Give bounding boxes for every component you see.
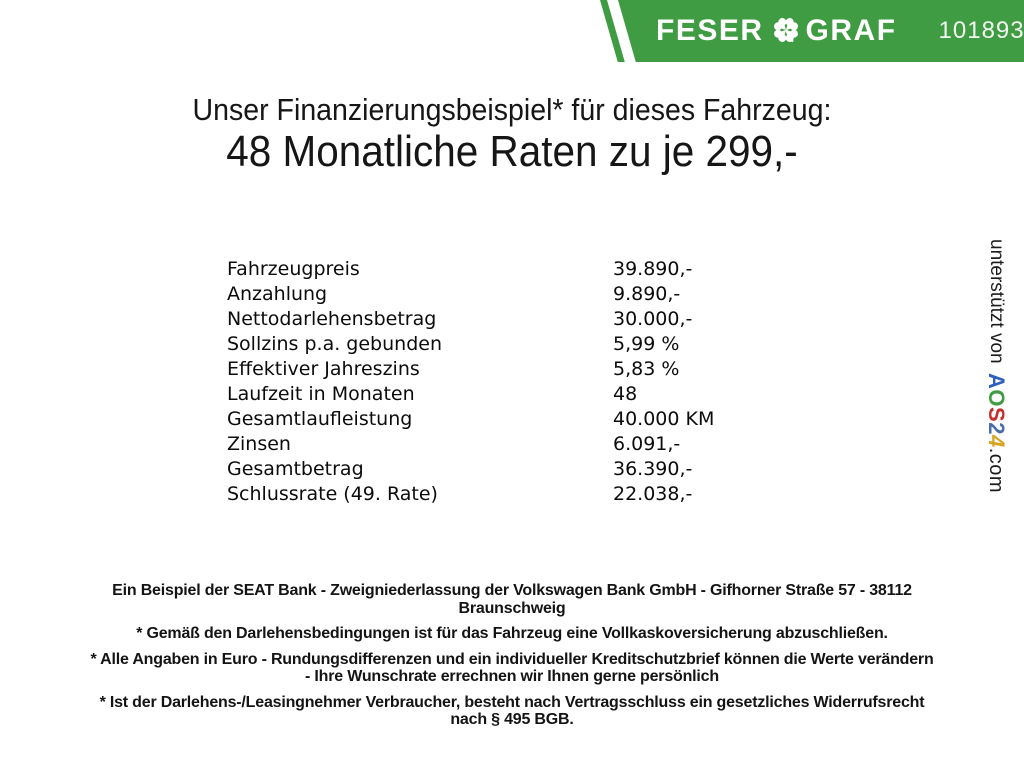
table-row: Sollzins p.a. gebunden 5,99 % <box>227 332 787 357</box>
row-label: Nettodarlehensbetrag <box>227 308 437 330</box>
legal-paragraph-euro-note: * Alle Angaben in Euro - Rundungsdiffere… <box>0 651 1024 686</box>
row-value: 9.890,- <box>613 283 681 305</box>
row-label: Laufzeit in Monaten <box>227 383 415 405</box>
financing-table: Fahrzeugpreis 39.890,- Anzahlung 9.890,-… <box>227 257 787 507</box>
aos24-logo: AOS24.com <box>983 373 1009 493</box>
row-value: 40.000 KM <box>613 408 715 430</box>
vehicle-id-number: 1018934 <box>938 17 1024 44</box>
legal-line: nach § 495 BGB. <box>450 711 574 728</box>
legal-line: * Gemäß den Darlehensbedingungen ist für… <box>136 625 888 642</box>
legal-paragraph-withdrawal: * Ist der Darlehens-/Leasingnehmer Verbr… <box>0 694 1024 729</box>
aos24-letter: A <box>984 372 1009 390</box>
legal-line: Ein Beispiel der SEAT Bank - Zweignieder… <box>112 582 912 599</box>
row-value: 39.890,- <box>613 258 693 280</box>
row-label: Schlussrate (49. Rate) <box>227 483 438 505</box>
four-leaf-clover-icon <box>773 18 798 42</box>
footer-legal-text: Ein Beispiel der SEAT Bank - Zweignieder… <box>0 582 1024 737</box>
table-row: Gesamtbetrag 36.390,- <box>227 457 787 482</box>
table-row: Gesamtlaufleistung 40.000 KM <box>227 407 787 432</box>
row-label: Gesamtbetrag <box>227 458 364 480</box>
table-row: Nettodarlehensbetrag 30.000,- <box>227 307 787 332</box>
row-label: Gesamtlaufleistung <box>227 408 413 430</box>
page-subtitle-rate: 48 Monatliche Raten zu je 299,- <box>226 127 798 176</box>
legal-line: * Alle Angaben in Euro - Rundungsdiffere… <box>90 650 934 668</box>
legal-paragraph-insurance: * Gemäß den Darlehensbedingungen ist für… <box>0 625 1024 643</box>
table-row: Zinsen 6.091,- <box>227 432 787 457</box>
aos24-letter: 4 <box>984 434 1009 448</box>
row-value: 22.038,- <box>613 483 693 505</box>
table-row: Laufzeit in Monaten 48 <box>227 382 787 407</box>
sidebar-supporter-credit: unterstützt von AOS24.com <box>983 239 1009 539</box>
row-value: 48 <box>613 383 638 405</box>
brand-name-graf: GRAF <box>805 14 897 47</box>
table-row: Fahrzeugpreis 39.890,- <box>227 257 787 282</box>
supporter-prefix: unterstützt von <box>986 239 1007 364</box>
page-title: Unser Finanzierungsbeispiel* für dieses … <box>192 92 832 127</box>
aos24-letter: O <box>984 389 1009 407</box>
aos24-letter: 2 <box>984 421 1009 435</box>
table-row: Anzahlung 9.890,- <box>227 282 787 307</box>
brand-name-feser: FESER <box>656 14 764 47</box>
row-label: Effektiver Jahreszins <box>227 358 420 380</box>
row-label: Sollzins p.a. gebunden <box>227 333 442 355</box>
legal-line: Braunschweig <box>458 599 566 617</box>
header-banner-content: FESER <box>656 0 1024 62</box>
table-row: Schlussrate (49. Rate) 22.038,- <box>227 482 787 507</box>
row-label: Anzahlung <box>227 283 328 305</box>
legal-line: - Ihre Wunschrate errechnen wir Ihnen ge… <box>305 668 719 685</box>
aos24-letter: S <box>984 406 1009 422</box>
legal-paragraph-bank: Ein Beispiel der SEAT Bank - Zweignieder… <box>0 582 1024 617</box>
table-row: Effektiver Jahreszins 5,83 % <box>227 357 787 382</box>
aos24-domain-suffix: .com <box>985 447 1007 493</box>
row-value: 5,83 % <box>613 358 680 380</box>
row-value: 30.000,- <box>613 308 693 330</box>
legal-line: * Ist der Darlehens-/Leasingnehmer Verbr… <box>99 693 925 711</box>
row-value: 6.091,- <box>613 433 681 455</box>
row-label: Zinsen <box>227 433 291 455</box>
row-value: 36.390,- <box>613 458 693 480</box>
row-label: Fahrzeugpreis <box>227 258 360 280</box>
row-value: 5,99 % <box>613 333 680 355</box>
